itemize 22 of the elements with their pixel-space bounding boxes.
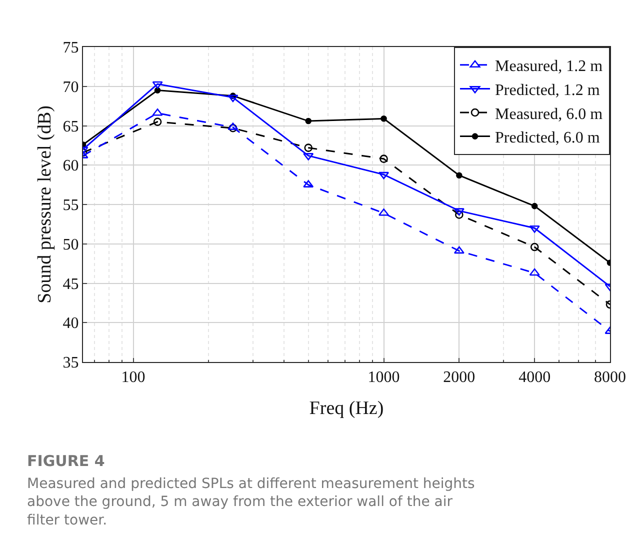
- x-tick-label: 100: [121, 369, 146, 386]
- y-tick-label: 70: [62, 78, 79, 96]
- y-tick-label: 45: [62, 276, 79, 293]
- text: Measured and predicted SPLs at different measurement heights above the ground, 5 m away from the exterior wall of the air filter tower.: [27, 476, 475, 528]
- caption: FIGURE 4: [27, 452, 105, 470]
- legend-label: Measured, 1.2 m: [495, 58, 604, 76]
- y-tick-label: 75: [62, 40, 79, 57]
- x-tick-label: 4000: [518, 369, 551, 386]
- y-tick-label: 35: [62, 354, 79, 372]
- x-tick-label: 1000: [368, 369, 400, 386]
- y-tick-label: 55: [62, 197, 79, 214]
- legend-label: Predicted, 6.0 m: [495, 130, 600, 147]
- legend-label: Measured, 6.0 m: [495, 106, 604, 123]
- y-tick-label: 60: [62, 158, 79, 175]
- y-tick-label: 65: [62, 118, 79, 136]
- x-tick-label: 8000: [594, 369, 626, 386]
- legend-label: Predicted, 1.2 m: [495, 82, 600, 99]
- y-axis-title: Sound pressure level (dB): [34, 106, 56, 304]
- x-tick-label: 2000: [443, 369, 476, 386]
- x-axis-title: Freq (Hz): [309, 398, 384, 419]
- y-tick-label: 40: [62, 315, 79, 332]
- y-tick-label: 50: [62, 236, 79, 254]
